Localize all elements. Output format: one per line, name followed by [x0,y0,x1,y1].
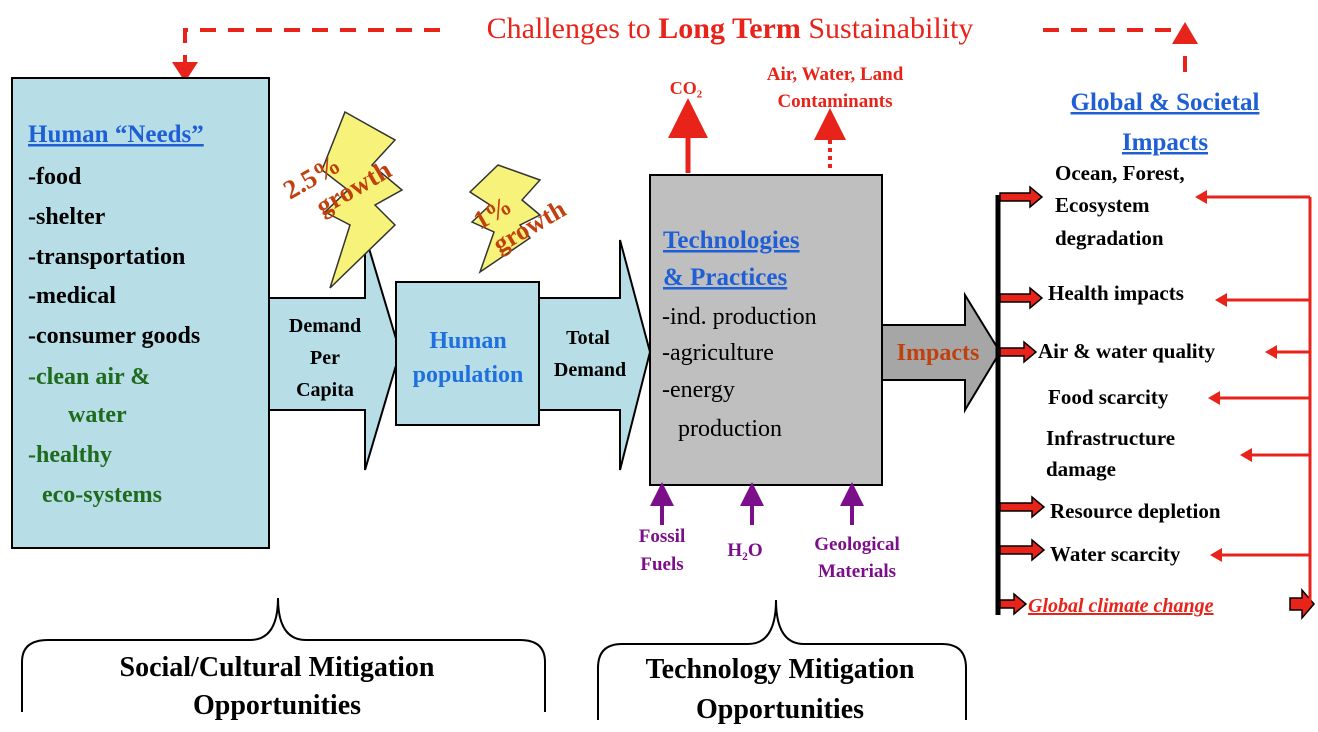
population-label: Human [429,328,506,354]
impacts-heading: Global & Societal [1071,89,1260,116]
arrow-label: Total [566,327,610,349]
mitigation-label: Social/Cultural Mitigation [120,652,435,683]
title-emphasis: Long Term [658,12,801,45]
contaminant-label: Air, Water, Land [767,64,904,85]
lightning [468,164,542,274]
tech-item: -ind. production [662,304,817,330]
brace [597,599,967,720]
mitigation-label: Opportunities [696,694,864,725]
contaminant-label: Contaminants [777,91,892,112]
mitigation-label: Opportunities [193,690,361,721]
need-item: -shelter [28,204,106,230]
need-item: -consumer goods [28,323,200,349]
arrow-label: Demand [554,359,626,381]
input-label: Geological [814,534,899,555]
impact-item: Resource depletion [1050,499,1221,523]
tech-item: -agriculture [662,340,774,366]
need-item: -clean air & [28,364,150,390]
brace [21,597,546,712]
title-part: Sustainability [808,12,973,45]
input-label: Materials [818,561,896,582]
tech-item: -energy [662,377,735,403]
impact-item: Air & water quality [1038,339,1216,363]
need-item: -transportation [28,244,185,270]
title: Challenges to Long Term Sustainability [487,12,974,45]
impact-item: damage [1046,457,1116,481]
title-part: Challenges to [487,12,651,45]
population-label: population [413,362,524,388]
impact-item: Health impacts [1048,281,1184,305]
impact-item: Ecosystem [1055,193,1150,217]
needs-heading: Human “Needs” [28,121,204,148]
need-item: water [68,402,127,428]
need-item: -healthy [28,442,112,468]
total-arrow [538,239,652,471]
need-item: -food [28,164,82,190]
arrow-label: Demand [289,315,361,337]
impact-item: Food scarcity [1048,385,1169,409]
arrow-label: Per [310,347,340,369]
demand-arrow [268,234,402,471]
impact-item: Ocean, Forest, [1055,161,1185,185]
impacts-heading: Impacts [1122,129,1208,156]
arrow-label: Capita [296,379,354,401]
tech-heading: Technologies [663,227,800,254]
impacts-arrow-label: Impacts [897,340,980,366]
tech-box [649,174,883,486]
impact-item: Global climate change [1028,595,1214,617]
mitigation-label: Technology Mitigation [646,654,915,685]
impact-arrows [999,185,1315,621]
impact-item: degradation [1055,226,1164,250]
need-item: -medical [28,283,116,309]
tech-item: production [678,416,782,442]
need-item: eco-systems [42,482,162,508]
input-label: Fossil [639,526,685,547]
input-label: Fuels [640,554,683,575]
lightning [321,110,404,289]
impact-item: Infrastructure [1046,426,1175,450]
impact-item: Water scarcity [1050,542,1181,566]
needs-box [11,77,270,549]
feedback-lines [1205,195,1312,602]
feedback-heads [1195,190,1277,562]
impacts-arrow [881,291,1002,414]
tech-heading: & Practices [663,264,788,291]
co2-label: CO₂ [670,78,702,98]
input-label: H₂O [727,540,762,561]
